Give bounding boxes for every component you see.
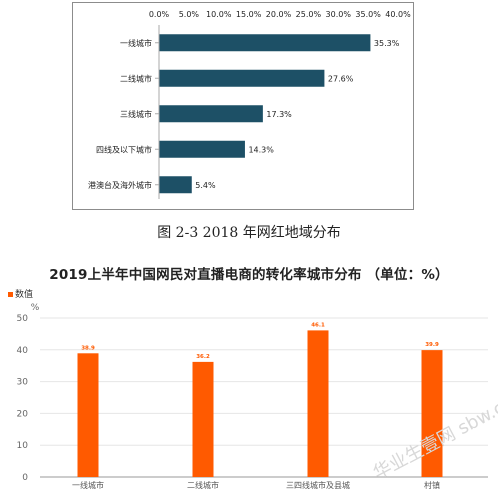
x-tick-label: 40.0% [385, 10, 411, 19]
x-tick-label: 25.0% [296, 10, 322, 19]
x-tick-label: 30.0% [326, 10, 352, 19]
legend-label: 数值 [15, 290, 34, 300]
bar [159, 140, 245, 158]
category-label: 二线城市 [120, 73, 152, 83]
chart1-plot: 0.0% 5.0% 10.0% 15.0% 20.0% 25.0% 30.0% 35.0% 40… [88, 10, 411, 199]
chart2-legend: 数值 [8, 287, 33, 300]
value-label: 46.1 [311, 322, 325, 328]
value-label: 38.9 [81, 345, 95, 351]
bar [159, 176, 192, 194]
value-label: 35.3% [374, 39, 400, 48]
bar [192, 361, 214, 477]
category-label: 四线及以下城市 [96, 144, 152, 154]
bar [421, 350, 443, 477]
chart2-plot: % 0 10 20 30 40 50 38.9 一线城市 36.2 二线城市 46.1 三四线城市及县城… [17, 303, 488, 490]
value-label: 5.4% [195, 181, 216, 190]
x-tick-label: 20.0% [266, 10, 292, 19]
y-tick-label: 10 [17, 441, 29, 451]
x-tick-label: 0.0% [149, 10, 170, 19]
y-axis-label: % [31, 303, 40, 313]
y-tick-label: 40 [17, 346, 29, 356]
category-label: 一线城市 [72, 480, 104, 490]
chart1-caption: 图 2-3 2018 年网红地域分布 [157, 225, 341, 241]
x-tick-label: 5.0% [179, 10, 200, 19]
chart1-frame: 0.0% 5.0% 10.0% 15.0% 20.0% 25.0% 30.0% 35.0% 40… [72, 2, 414, 210]
category-label: 港澳台及海外城市 [88, 180, 152, 190]
value-label: 36.2 [196, 354, 210, 360]
y-tick-label: 0 [22, 473, 28, 483]
value-label: 17.3% [266, 110, 292, 119]
x-tick-label: 35.0% [355, 10, 381, 19]
bar [159, 105, 263, 123]
y-tick-label: 50 [17, 314, 29, 324]
chart2-title: 2019上半年中国网民对直播电商的转化率城市分布 （单位：%） [49, 267, 449, 283]
value-label: 39.9 [425, 342, 439, 348]
category-label: 三线城市 [120, 109, 152, 119]
category-label: 三四线城市及县城 [286, 480, 350, 490]
bar [307, 330, 329, 477]
value-label: 14.3% [248, 145, 274, 154]
x-tick-label: 15.0% [236, 10, 262, 19]
legend-swatch [8, 292, 13, 297]
x-tick-label: 10.0% [206, 10, 232, 19]
bar [159, 69, 325, 87]
value-label: 27.6% [328, 74, 354, 83]
y-tick-label: 20 [17, 409, 29, 419]
category-label: 一线城市 [120, 38, 152, 48]
category-label: 二线城市 [187, 480, 219, 490]
category-label: 村镇 [424, 480, 440, 490]
bar [159, 34, 371, 52]
y-tick-label: 30 [17, 378, 29, 388]
bar [77, 353, 99, 477]
